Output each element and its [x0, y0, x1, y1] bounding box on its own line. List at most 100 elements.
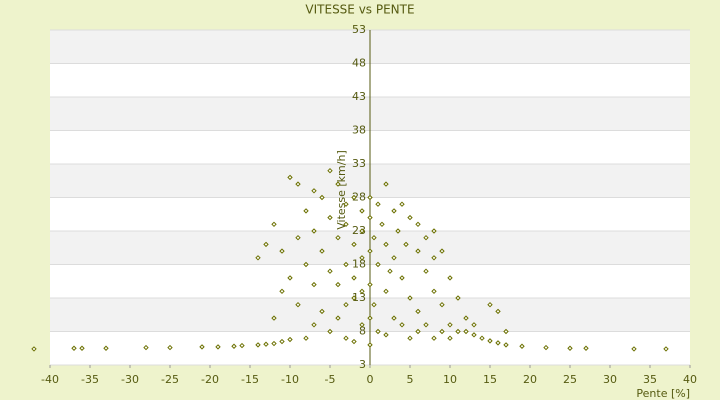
point — [271, 221, 277, 228]
point — [503, 328, 509, 335]
point — [359, 322, 365, 328]
x-tick-label: -5 — [325, 373, 336, 386]
point — [79, 345, 85, 351]
point — [415, 248, 421, 254]
point — [359, 208, 365, 214]
point — [631, 346, 637, 352]
point — [383, 241, 389, 248]
point — [31, 346, 37, 352]
point — [343, 201, 349, 207]
point — [391, 255, 397, 261]
point — [295, 234, 301, 241]
point — [431, 228, 437, 234]
point — [399, 201, 405, 207]
point — [371, 301, 377, 308]
point — [335, 281, 341, 288]
point — [311, 188, 317, 194]
point — [71, 345, 77, 351]
point — [407, 335, 413, 341]
point — [167, 344, 173, 351]
point — [295, 181, 301, 187]
point — [279, 288, 285, 295]
point — [311, 228, 317, 234]
point — [495, 308, 501, 315]
point — [287, 336, 293, 343]
point — [327, 214, 333, 221]
point — [215, 344, 221, 350]
chart-title: VITESSE vs PENTE — [305, 3, 414, 17]
point — [375, 261, 381, 268]
x-axis-title: Pente [%] — [636, 387, 690, 400]
y-tick-label: 53 — [352, 23, 366, 36]
point — [423, 322, 429, 328]
point — [311, 281, 317, 288]
point — [351, 295, 357, 301]
point — [343, 335, 349, 341]
point — [463, 315, 469, 321]
point — [439, 301, 445, 308]
point — [487, 301, 493, 308]
point — [471, 332, 477, 338]
point — [567, 345, 573, 351]
point — [199, 344, 205, 350]
point — [415, 328, 421, 335]
y-tick-label: 38 — [352, 124, 366, 137]
point — [367, 281, 373, 288]
point — [319, 308, 325, 315]
x-tick-label: 25 — [563, 373, 577, 386]
point — [359, 228, 365, 234]
y-tick-label: 33 — [352, 157, 366, 170]
point — [391, 315, 397, 321]
point — [343, 301, 349, 308]
point — [255, 342, 261, 348]
x-tick-label: 40 — [683, 373, 697, 386]
point — [271, 340, 277, 347]
x-tick-label: 35 — [643, 373, 657, 386]
point — [303, 335, 309, 341]
x-tick-label: 30 — [603, 373, 617, 386]
point — [399, 322, 405, 328]
point — [423, 268, 429, 274]
point — [583, 345, 589, 351]
point — [311, 322, 317, 328]
point — [351, 194, 357, 201]
point — [447, 275, 453, 281]
point — [503, 342, 509, 348]
point — [263, 341, 269, 347]
point — [343, 261, 349, 268]
point — [263, 241, 269, 248]
x-tick-label: -20 — [201, 373, 219, 386]
y-tick-label: 23 — [352, 224, 366, 237]
point — [407, 295, 413, 301]
point — [431, 255, 437, 261]
point — [287, 174, 293, 181]
y-tick-label: 43 — [352, 90, 366, 103]
point — [371, 234, 377, 241]
point — [103, 345, 109, 351]
point — [367, 214, 373, 221]
point — [383, 181, 389, 187]
y-axis-title: Vitesse [km/h] — [335, 150, 348, 230]
point — [447, 322, 453, 328]
x-tick-label: -40 — [41, 373, 59, 386]
point — [279, 248, 285, 254]
point — [375, 328, 381, 335]
point — [287, 275, 293, 281]
point — [407, 214, 413, 221]
x-tick-label: 0 — [367, 373, 374, 386]
point — [351, 338, 357, 345]
point — [431, 288, 437, 295]
x-tick-label: 10 — [443, 373, 457, 386]
point — [455, 295, 461, 301]
x-tick-label: -15 — [241, 373, 259, 386]
point — [399, 275, 405, 281]
point — [423, 234, 429, 241]
y-tick-label: 3 — [359, 358, 366, 371]
point — [319, 248, 325, 254]
point — [375, 201, 381, 207]
point — [383, 288, 389, 295]
x-tick-label: -25 — [161, 373, 179, 386]
point — [359, 255, 365, 261]
point — [395, 228, 401, 234]
